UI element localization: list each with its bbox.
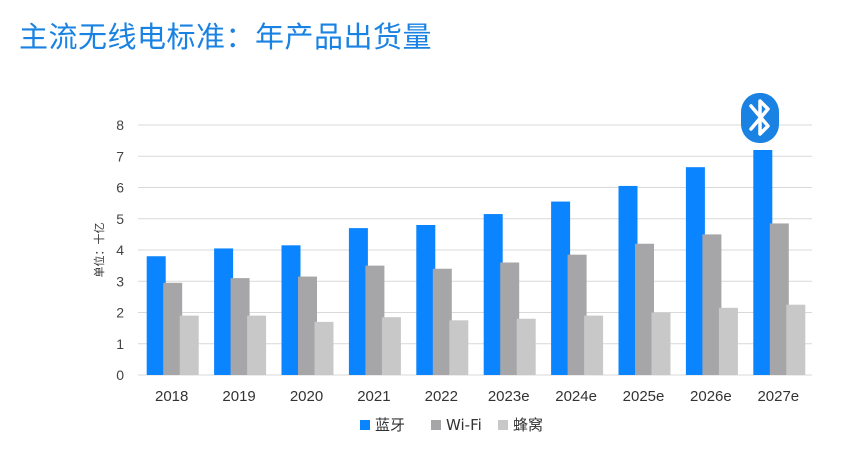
x-axis-ticks: 2018 2019 2020 2021 2022 2023e 2024e 2025e 2026e…: [155, 388, 799, 405]
y-tick-label: 1: [116, 336, 124, 352]
bar-蜂窝-2026e: [718, 307, 738, 375]
bar-蜂窝-2019: [247, 315, 267, 375]
bars: [146, 150, 806, 375]
bar-蓝牙-2019: [214, 248, 234, 375]
y-tick-label: 2: [116, 305, 124, 321]
x-tick-label: 2023e: [488, 388, 530, 405]
bar-蓝牙-2021: [348, 228, 368, 375]
legend-label: 蓝牙: [375, 416, 405, 434]
legend: 蓝牙 Wi-Fi 蜂窝: [360, 416, 543, 434]
bluetooth-logo-icon: [741, 93, 779, 143]
legend-swatch: [431, 420, 441, 430]
legend-label: 蜂窝: [513, 416, 543, 434]
bar-Wi-Fi-2027e: [769, 223, 789, 375]
bar-Wi-Fi-2020: [298, 276, 317, 375]
bar-蜂窝-2020: [314, 321, 334, 375]
bar-蜂窝-2018: [179, 315, 199, 375]
bar-蜂窝-2027e: [786, 304, 806, 375]
page-title: 主流无线电标准：年产品出货量: [19, 20, 433, 54]
y-tick-label: 7: [116, 148, 124, 164]
bar-蜂窝-2021: [381, 317, 401, 375]
y-tick-label: 3: [116, 273, 124, 289]
bar-蓝牙-2022: [416, 225, 436, 375]
bar-Wi-Fi-2022: [432, 268, 452, 375]
legend-swatch: [360, 420, 370, 430]
bar-Wi-Fi-2024e: [567, 254, 587, 375]
x-tick-label: 2027e: [757, 388, 799, 405]
bar-蓝牙-2023e: [483, 214, 503, 375]
bar-Wi-Fi-2023e: [500, 262, 520, 375]
bar-Wi-Fi-2021: [365, 265, 385, 375]
bar-蓝牙-2018: [146, 256, 166, 375]
y-tick-label: 0: [116, 367, 124, 383]
y-tick-label: 5: [116, 211, 124, 227]
bar-蓝牙-2025e: [618, 185, 638, 375]
x-tick-label: 2024e: [555, 388, 597, 405]
bar-蜂窝-2023e: [516, 318, 536, 375]
x-tick-label: 2021: [357, 388, 390, 405]
y-tick-label: 4: [116, 242, 124, 258]
y-tick-label: 8: [116, 117, 124, 133]
x-tick-label: 2026e: [690, 388, 732, 405]
x-tick-label: 2018: [155, 388, 188, 405]
bar-Wi-Fi-2019: [230, 278, 250, 375]
bar-蜂窝-2022: [449, 320, 469, 375]
bar-蓝牙-2027e: [753, 150, 773, 375]
y-axis-ticks: 0 1 2 3 4 5 6 7 8: [116, 117, 124, 383]
legend-swatch: [498, 420, 508, 430]
legend-label: Wi-Fi: [446, 416, 482, 434]
bar-蓝牙-2026e: [685, 167, 705, 375]
bar-Wi-Fi-2018: [163, 282, 183, 375]
x-tick-label: 2025e: [623, 388, 665, 405]
bar-蓝牙-2020: [281, 245, 301, 375]
y-axis-label: 单位：十亿: [92, 223, 106, 278]
bar-蜂窝-2025e: [651, 312, 671, 375]
bar-蓝牙-2024e: [551, 201, 571, 375]
y-tick-label: 6: [116, 180, 124, 196]
x-tick-label: 2020: [290, 388, 323, 405]
x-tick-label: 2022: [425, 388, 458, 405]
x-tick-label: 2019: [222, 388, 255, 405]
bar-Wi-Fi-2025e: [635, 243, 654, 375]
bar-蜂窝-2024e: [584, 315, 604, 375]
bar-Wi-Fi-2026e: [702, 234, 722, 375]
